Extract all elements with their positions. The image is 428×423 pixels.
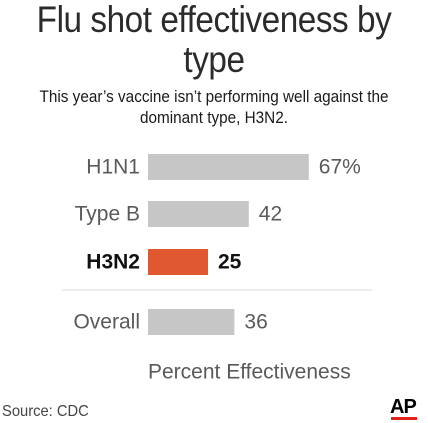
chart-title: Flu shot effectiveness by type [36, 0, 392, 80]
source-note: Source: CDC [2, 403, 89, 420]
category-label: Type B [75, 203, 140, 226]
category-label: Overall [73, 311, 140, 334]
chart-subtitle: This year’s vaccine isn’t performing wel… [39, 87, 389, 127]
bar-h3n2 [148, 249, 208, 275]
bar-h1n1 [148, 154, 309, 180]
bar-type-b [148, 201, 249, 227]
bar-overall [148, 309, 235, 335]
value-label: 67% [319, 156, 361, 179]
value-label: 36 [244, 311, 267, 334]
x-axis-label: Percent Effectiveness [148, 361, 351, 384]
category-label: H3N2 [86, 251, 140, 274]
ap-logo: AP [390, 397, 424, 421]
value-label: 25 [218, 251, 242, 274]
value-label: 42 [259, 203, 282, 226]
category-label: H1N1 [86, 156, 140, 179]
ap-logo-underline [391, 417, 417, 420]
ap-logo-text: AP [390, 396, 417, 418]
bar-chart: H1N1 67% Type B 42 H3N2 25 Overall 36 Percent Ef… [62, 154, 372, 384]
